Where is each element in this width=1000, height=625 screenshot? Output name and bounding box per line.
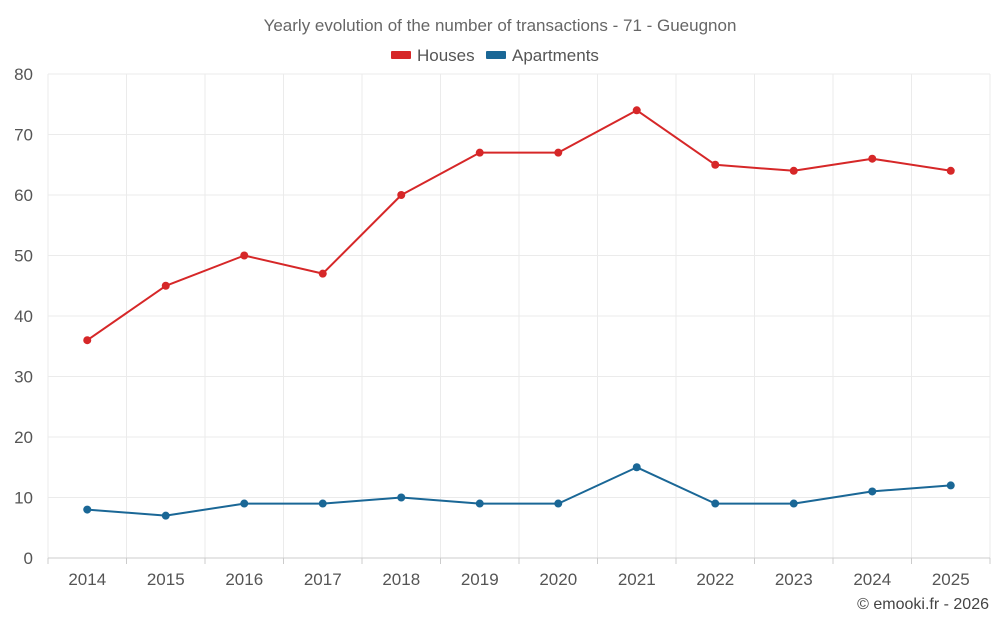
data-point-apartments[interactable] [868, 487, 877, 496]
grid [47, 73, 991, 558]
data-point-apartments[interactable] [632, 463, 641, 472]
data-point-apartments[interactable] [946, 481, 955, 490]
x-tick-label: 2021 [618, 570, 656, 589]
data-point-houses[interactable] [397, 191, 406, 199]
x-tick-label: 2016 [225, 570, 263, 589]
legend-label-houses[interactable]: Houses [417, 46, 475, 65]
credit-text: © emooki.fr - 2026 [857, 596, 989, 613]
data-point-houses[interactable] [475, 148, 484, 157]
data-point-houses[interactable] [318, 269, 327, 278]
data-point-houses[interactable] [161, 281, 170, 290]
y-tick-label: 70 [14, 126, 33, 145]
data-point-apartments[interactable] [475, 499, 484, 508]
x-tick-label: 2014 [68, 570, 106, 589]
data-point-apartments[interactable] [789, 499, 798, 508]
data-point-apartments[interactable] [318, 499, 327, 508]
y-tick-label: 50 [14, 247, 33, 266]
y-tick-label: 60 [14, 186, 33, 205]
y-tick-label: 80 [14, 65, 33, 84]
series-line-apartments[interactable] [87, 466, 951, 517]
series-layer [83, 106, 955, 520]
data-point-apartments[interactable] [397, 493, 406, 502]
x-tick-label: 2018 [382, 570, 420, 589]
data-point-houses[interactable] [632, 106, 641, 115]
data-point-houses[interactable] [240, 251, 249, 260]
data-point-houses[interactable] [83, 336, 92, 345]
data-point-houses[interactable] [946, 166, 955, 175]
y-tick-label: 10 [14, 489, 33, 508]
data-point-apartments[interactable] [554, 499, 563, 508]
data-point-apartments[interactable] [83, 505, 92, 514]
legend-swatch-houses[interactable] [391, 51, 411, 59]
y-tick-label: 0 [24, 549, 33, 568]
x-tick-label: 2019 [461, 570, 499, 589]
x-tick-label: 2020 [539, 570, 577, 589]
y-tick-label: 20 [14, 428, 33, 447]
data-point-houses[interactable] [868, 154, 877, 163]
series-line-houses[interactable] [86, 109, 951, 342]
x-tick-label: 2023 [775, 570, 813, 589]
x-tick-label: 2017 [304, 570, 342, 589]
data-point-houses[interactable] [789, 166, 798, 175]
y-tick-label: 30 [14, 368, 33, 387]
x-tick-label: 2025 [932, 570, 970, 589]
legend-label-apartments[interactable]: Apartments [512, 46, 599, 65]
data-point-apartments[interactable] [161, 511, 170, 520]
chart-title: Yearly evolution of the number of transa… [264, 16, 737, 35]
legend: Houses Apartments [391, 46, 599, 65]
data-point-apartments[interactable] [711, 499, 720, 508]
data-point-houses[interactable] [554, 148, 563, 157]
x-tick-label: 2024 [853, 570, 891, 589]
axes: 0 10 20 30 40 50 60 70 80 2014 2015 2016 2017 2018 201… [14, 65, 991, 589]
x-tick-label: 2015 [147, 570, 185, 589]
y-tick-label: 40 [14, 307, 33, 326]
data-point-houses[interactable] [711, 160, 720, 169]
legend-swatch-apartments[interactable] [486, 51, 506, 59]
data-point-apartments[interactable] [240, 499, 249, 508]
x-tick-label: 2022 [696, 570, 734, 589]
